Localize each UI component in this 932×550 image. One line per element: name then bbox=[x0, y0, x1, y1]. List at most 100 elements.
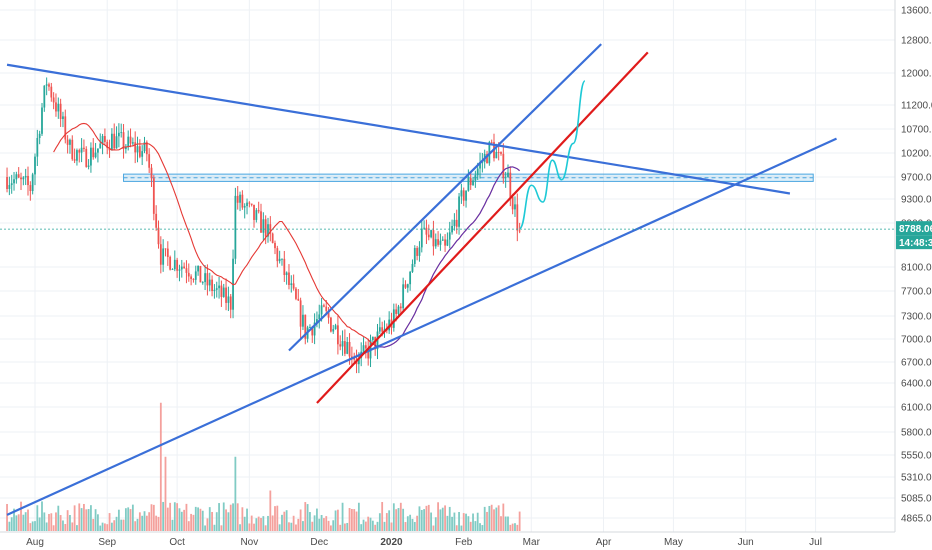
volume-bar bbox=[504, 516, 507, 531]
volume-bar bbox=[117, 509, 120, 531]
volume-bar bbox=[278, 524, 281, 531]
volume-bar bbox=[185, 503, 188, 531]
volume-bar bbox=[64, 523, 67, 531]
volume-bar bbox=[232, 503, 234, 531]
candle-body bbox=[183, 266, 186, 269]
volume-bar bbox=[364, 521, 367, 531]
trendline-descending-resistance[interactable] bbox=[6, 63, 791, 195]
y-tick-label: 6100.00 bbox=[901, 403, 932, 414]
price-axis[interactable]: 13600.00 12800.00 12000.00 11200.00 10700.00… bbox=[901, 6, 932, 525]
volume-bar bbox=[204, 525, 206, 531]
volume-bar bbox=[264, 525, 267, 531]
candle-body bbox=[94, 152, 97, 158]
candle-body bbox=[434, 239, 437, 247]
candle-body bbox=[253, 204, 255, 220]
volume-bar bbox=[66, 510, 69, 531]
moving-averages bbox=[53, 122, 520, 348]
trendline-long-support[interactable] bbox=[6, 137, 837, 516]
volume-bar bbox=[127, 507, 130, 531]
candle-body bbox=[27, 175, 29, 186]
candle-body bbox=[448, 232, 451, 240]
candle-body bbox=[474, 175, 477, 181]
volume-bar bbox=[509, 524, 512, 531]
candle-body bbox=[80, 147, 83, 153]
volume-bar bbox=[183, 509, 186, 531]
volume-bar bbox=[257, 516, 260, 531]
volume-bar bbox=[392, 503, 395, 531]
x-tick-label: Sep bbox=[98, 537, 116, 548]
y-tick-label: 5310.00 bbox=[901, 473, 932, 484]
candle-body bbox=[255, 210, 258, 220]
volume-bar bbox=[143, 511, 146, 531]
candle-body bbox=[122, 132, 125, 150]
candle-body bbox=[325, 306, 328, 311]
candle-body bbox=[283, 258, 286, 276]
volume-bar bbox=[483, 506, 486, 531]
candle-body bbox=[371, 336, 374, 341]
candle-body bbox=[85, 148, 88, 167]
candle-body bbox=[31, 174, 34, 192]
candle-body bbox=[48, 84, 50, 87]
candle-body bbox=[157, 227, 160, 245]
volume-bar bbox=[201, 510, 204, 531]
volume-bar bbox=[323, 518, 325, 531]
candle-body bbox=[420, 228, 423, 248]
candle-body bbox=[404, 284, 407, 288]
candle-body bbox=[187, 272, 190, 277]
volume-bar bbox=[343, 523, 346, 531]
volume-bar bbox=[246, 508, 248, 531]
candle-body bbox=[311, 327, 314, 336]
x-tick-label: Nov bbox=[240, 537, 258, 548]
volume-bar bbox=[218, 503, 220, 531]
volume-bar bbox=[13, 508, 15, 531]
y-tick-label: 4865.00 bbox=[901, 514, 932, 525]
candle-body bbox=[6, 177, 8, 190]
candle-body bbox=[194, 271, 197, 280]
volume-bar bbox=[8, 521, 11, 531]
candle-body bbox=[64, 116, 67, 140]
volume-bar bbox=[43, 512, 46, 531]
candle-body bbox=[497, 151, 500, 153]
y-tick-label: 9300.00 bbox=[901, 195, 932, 206]
candle-body bbox=[425, 227, 428, 235]
volume-bar bbox=[97, 514, 99, 531]
candle-body bbox=[108, 148, 111, 151]
volume-bar bbox=[444, 505, 446, 531]
trendline-red-support[interactable] bbox=[316, 51, 649, 404]
y-tick-label: 12800.00 bbox=[901, 36, 932, 47]
volume-bar bbox=[476, 512, 479, 531]
candle-body bbox=[504, 177, 507, 179]
volume-bar bbox=[490, 504, 493, 531]
candle-body bbox=[36, 137, 39, 157]
candle-body bbox=[204, 273, 206, 283]
volume-bar bbox=[369, 517, 372, 531]
candle-body bbox=[241, 194, 244, 208]
candle-body bbox=[413, 247, 416, 264]
last-price-tag bbox=[896, 221, 932, 236]
volume-bar bbox=[110, 522, 113, 531]
candle-body bbox=[453, 219, 456, 226]
last-price-label: 8788.06 bbox=[899, 224, 932, 235]
candle-body bbox=[304, 314, 307, 339]
volume-bar bbox=[281, 514, 283, 531]
countdown-tag bbox=[896, 235, 932, 250]
volume-bar bbox=[472, 513, 474, 531]
volume-bar bbox=[355, 511, 358, 531]
volume-bar bbox=[320, 514, 323, 531]
candle-body bbox=[57, 103, 60, 112]
volume-bar bbox=[20, 501, 22, 531]
volume-bar bbox=[511, 523, 514, 531]
volume-bar bbox=[150, 504, 153, 531]
candle-body bbox=[211, 279, 213, 292]
volume-bar bbox=[48, 513, 50, 531]
candle-body bbox=[507, 172, 509, 178]
trendline-channel-upper[interactable] bbox=[288, 43, 602, 352]
volume-bar bbox=[493, 509, 495, 531]
volume-bar bbox=[76, 525, 78, 531]
candle-body bbox=[34, 156, 36, 175]
time-axis[interactable]: Aug Sep Oct Nov Dec 2020 Feb Mar Apr May Jun Jul bbox=[26, 537, 822, 548]
volume-bar bbox=[104, 523, 106, 531]
candle-body bbox=[313, 322, 316, 336]
x-tick-label: Dec bbox=[310, 537, 328, 548]
